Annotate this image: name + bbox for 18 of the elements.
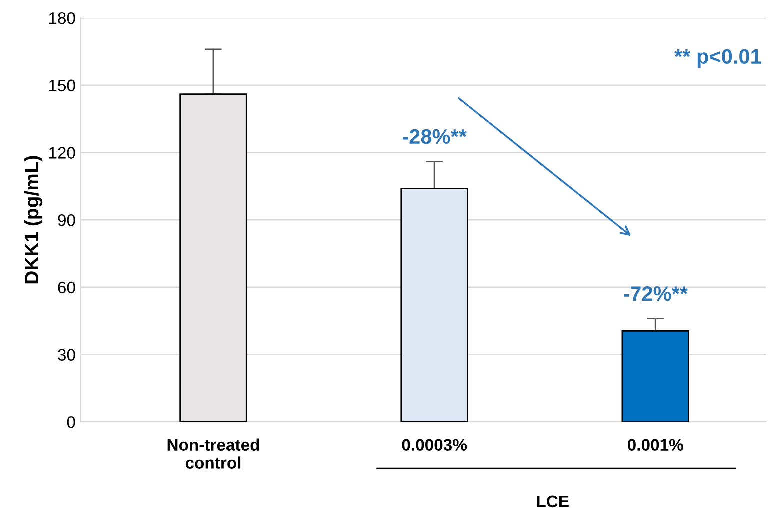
annotation: -28%** bbox=[402, 129, 467, 144]
bar bbox=[400, 188, 468, 422]
y-tick-label: 120 bbox=[49, 147, 76, 159]
y-tick-label: 90 bbox=[58, 214, 76, 226]
bar bbox=[180, 94, 248, 422]
x-tick-label: 0.0003% bbox=[402, 439, 468, 452]
x-tick-label: 0.001% bbox=[628, 439, 684, 451]
y-axis-title: DKK1 (pg/mL) bbox=[24, 156, 43, 284]
y-tick-label: 150 bbox=[49, 80, 76, 92]
y-tick-label: 60 bbox=[58, 282, 76, 294]
text: LCE bbox=[537, 496, 569, 508]
y-tick-label: 180 bbox=[49, 12, 76, 24]
bar bbox=[622, 330, 690, 422]
annotation: -72%** bbox=[624, 286, 688, 302]
y-tick-label: 0 bbox=[67, 416, 76, 428]
x-tick-label: Non-treated control bbox=[168, 438, 260, 469]
annotation: ** p<0.01 bbox=[674, 49, 762, 68]
y-tick-label: 30 bbox=[58, 349, 76, 361]
